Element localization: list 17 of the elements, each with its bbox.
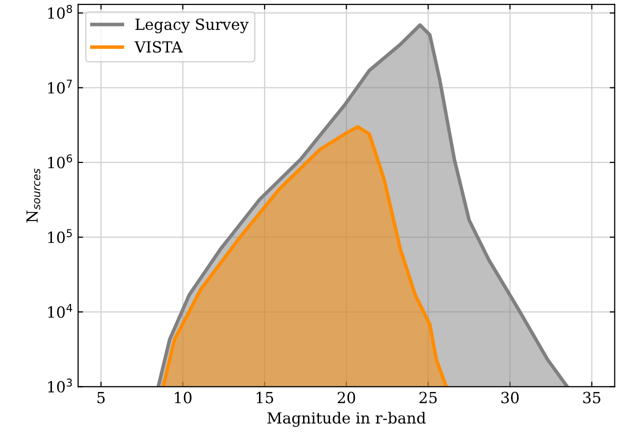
y-tick-label: 10$^{8}$ [48,4,72,19]
y-axis-title: N$_{sources}$ [26,168,40,222]
y-tick-label: 10$^{3}$ [48,378,72,393]
y-tick-label: 10$^{4}$ [48,304,72,318]
x-tick-label: 25 [420,392,437,404]
legend-label: VISTA [134,41,183,53]
y-tick-label: 10$^{6}$ [48,154,72,168]
x-tick-label: 30 [501,392,519,404]
y-tick-label: 10$^{5}$ [48,229,72,244]
x-tick-label: 15 [256,392,274,404]
x-tick-label: 35 [583,392,600,404]
y-tick-label: 10$^{7}$ [48,80,72,94]
x-axis-title: Magnitude in r-band [267,412,426,427]
x-tick-label: 5 [97,392,105,404]
x-tick-label: 20 [338,392,356,404]
legend-label: Legacy Survey [135,18,249,34]
x-tick-label: 10 [174,392,192,404]
